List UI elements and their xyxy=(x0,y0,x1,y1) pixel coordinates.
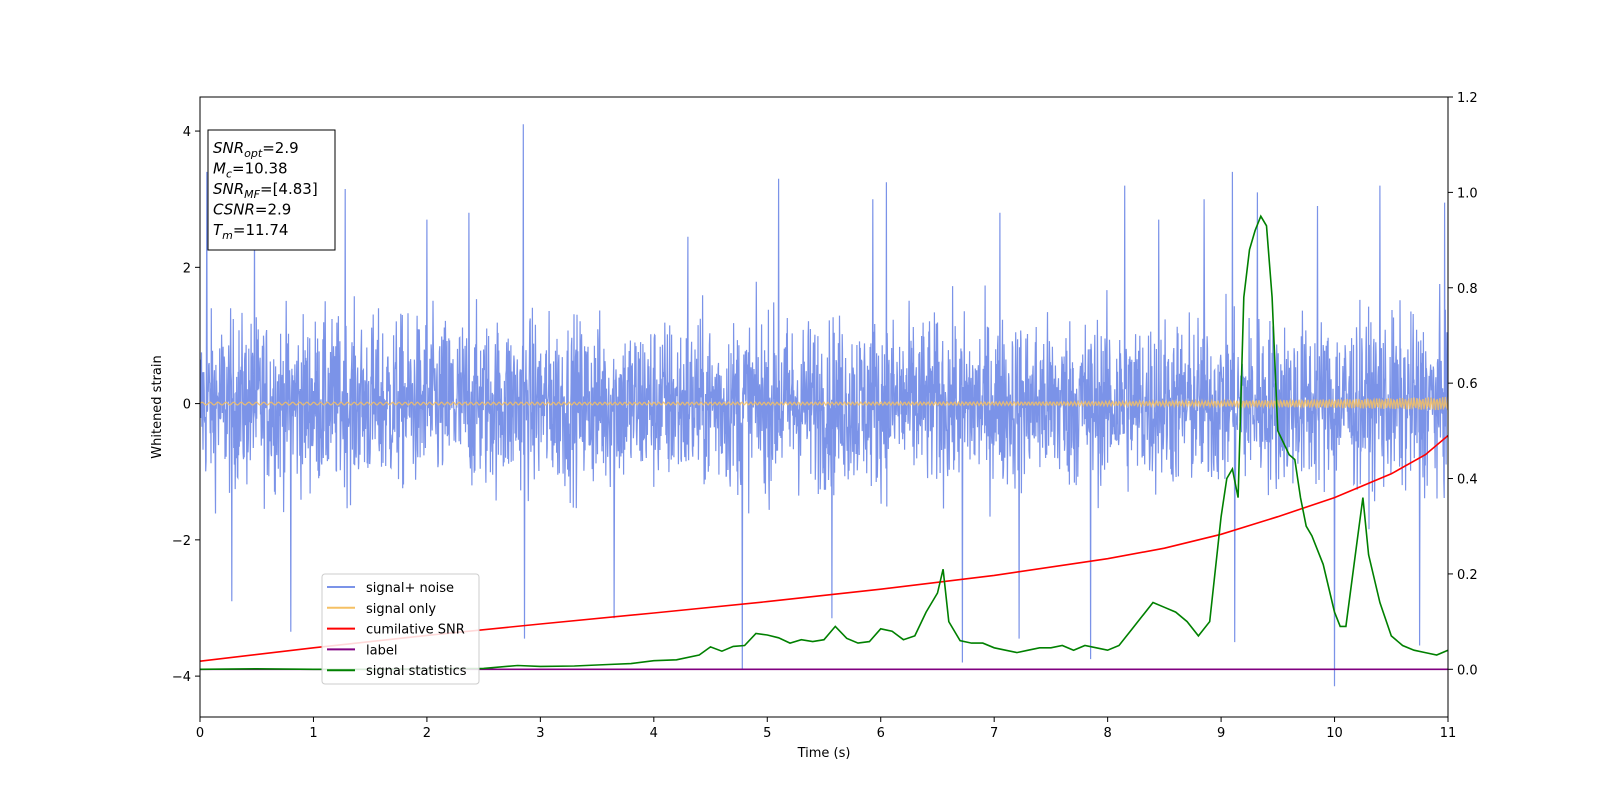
x-tick-label: 9 xyxy=(1217,726,1225,741)
series-signal-statistics xyxy=(200,214,1448,671)
x-tick-label: 7 xyxy=(990,726,998,741)
series-cumilative-snr xyxy=(200,434,1448,662)
y-right-tick-label: 1.0 xyxy=(1457,186,1478,201)
x-axis-label: Time (s) xyxy=(797,746,851,761)
y-tick-label: −2 xyxy=(172,534,191,549)
y-right-tick-label: 1.2 xyxy=(1457,91,1478,106)
y-axis-label: Whitened strain xyxy=(150,355,165,458)
y-right-tick-label: 0.0 xyxy=(1457,663,1478,678)
y-right-tick-label: 0.6 xyxy=(1457,377,1478,392)
legend-entry: signal statistics xyxy=(366,664,467,679)
legend-frame xyxy=(321,573,480,685)
y-tick-label: −4 xyxy=(172,670,191,685)
x-tick-label: 11 xyxy=(1440,726,1457,741)
info-box-line: Mc=10.38 xyxy=(213,160,288,181)
legend-entry: signal+ noise xyxy=(366,581,454,596)
legend: signal+ noise signal only cumilative SNR la… xyxy=(321,573,480,685)
series-signal-only xyxy=(200,396,1448,411)
x-tick-label: 4 xyxy=(650,726,658,741)
legend-entry: cumilative SNR xyxy=(366,623,465,638)
y-right-tick-label: 0.2 xyxy=(1457,568,1478,583)
x-tick-label: 8 xyxy=(1103,726,1111,741)
info-box-line: SNRMF=[4.83] xyxy=(213,180,318,201)
axes-frame xyxy=(199,96,1449,718)
legend-entry: label xyxy=(366,643,397,658)
x-tick-label: 6 xyxy=(877,726,885,741)
info-box-line: SNRopt=2.9 xyxy=(213,139,299,160)
y-tick-label: 2 xyxy=(183,261,191,276)
x-tick-label: 2 xyxy=(423,726,431,741)
info-box-frame xyxy=(207,129,336,251)
x-tick-label: 10 xyxy=(1326,726,1343,741)
line-trace xyxy=(200,214,1448,671)
x-tick-label: 1 xyxy=(309,726,317,741)
signal-trace xyxy=(200,396,1448,411)
axis-ticks: 0 1 2 3 4 5 6 7 8 9 10 11 4 2 0 −2 −4 1.2 1.0 0.8 0.6 0.4 0.2 0… xyxy=(172,91,1478,741)
line-trace xyxy=(200,434,1448,662)
legend-entry: signal only xyxy=(366,602,436,617)
x-tick-label: 5 xyxy=(763,726,771,741)
x-tick-label: 0 xyxy=(196,726,204,741)
y-right-tick-label: 0.8 xyxy=(1457,282,1478,297)
y-tick-label: 4 xyxy=(183,125,191,140)
info-box-line: CSNR=2.9 xyxy=(213,201,291,219)
info-box-line: Tm=11.74 xyxy=(213,221,288,242)
y-right-tick-label: 0.4 xyxy=(1457,473,1478,488)
x-tick-label: 3 xyxy=(536,726,544,741)
y-tick-label: 0 xyxy=(183,398,191,413)
